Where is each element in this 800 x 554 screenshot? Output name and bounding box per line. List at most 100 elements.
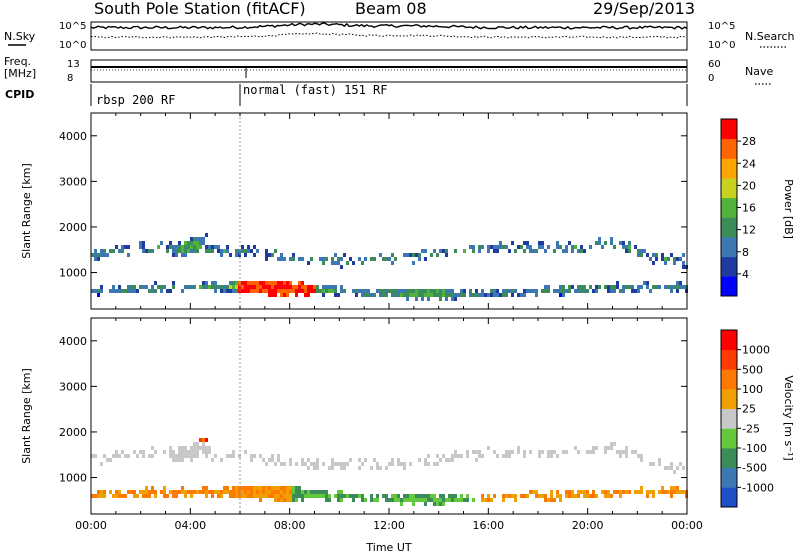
heatmap-cell xyxy=(562,285,565,289)
heatmap-cell xyxy=(133,490,136,494)
heatmap-cell xyxy=(499,241,502,245)
heatmap-cell xyxy=(223,490,226,494)
heatmap-cell xyxy=(670,486,673,490)
heatmap-cell xyxy=(163,486,166,490)
heatmap-cell xyxy=(343,289,346,293)
heatmap-cell xyxy=(403,293,406,297)
heatmap-cell xyxy=(505,293,508,297)
heatmap-cell xyxy=(220,494,223,498)
heatmap-cell xyxy=(640,285,643,289)
heatmap-cell xyxy=(421,289,424,293)
heatmap-cell xyxy=(550,454,553,458)
heatmap-cell xyxy=(199,438,202,442)
heatmap-cell xyxy=(268,490,271,494)
heatmap-cell xyxy=(268,253,271,257)
heatmap-cell xyxy=(397,293,400,297)
heatmap-cell xyxy=(424,289,427,293)
heatmap-cell xyxy=(604,446,607,450)
heatmap-cell xyxy=(97,293,100,297)
heatmap-cell xyxy=(658,458,661,462)
heatmap-cell xyxy=(532,490,535,494)
heatmap-cell xyxy=(187,241,190,245)
heatmap-cell xyxy=(271,293,274,297)
heatmap-cell xyxy=(277,281,280,285)
heatmap-cell xyxy=(424,498,427,502)
heatmap-cell xyxy=(223,249,226,253)
heatmap-cell xyxy=(229,281,232,285)
heatmap-cell xyxy=(418,494,421,498)
heatmap-cell xyxy=(220,458,223,462)
heatmap-cell xyxy=(340,285,343,289)
heatmap-cell xyxy=(340,494,343,498)
heatmap-cell xyxy=(556,289,559,293)
heatmap-cell xyxy=(505,454,508,458)
heatmap-cell xyxy=(184,285,187,289)
heatmap-cell xyxy=(397,462,400,466)
heatmap-cell xyxy=(559,498,562,502)
heatmap-cell xyxy=(391,261,394,265)
heatmap-cell xyxy=(313,289,316,293)
heatmap-cell xyxy=(592,490,595,494)
heatmap-cell xyxy=(568,490,571,494)
heatmap-cell xyxy=(97,490,100,494)
heatmap-cell xyxy=(202,285,205,289)
noise-tick-right-top: 10^5 xyxy=(708,21,735,32)
colorbar-tick-label: -100 xyxy=(742,442,767,455)
heatmap-cell xyxy=(304,462,307,466)
heatmap-cell xyxy=(289,257,292,261)
heatmap-cell xyxy=(445,293,448,297)
heatmap-cell xyxy=(94,257,97,261)
heatmap-cell xyxy=(619,494,622,498)
heatmap-cell xyxy=(502,454,505,458)
heatmap-cell xyxy=(475,458,478,462)
heatmap-cell xyxy=(259,289,262,293)
heatmap-cell xyxy=(250,289,253,293)
heatmap-cell xyxy=(319,257,322,261)
heatmap-cell xyxy=(559,494,562,498)
heatmap-cell xyxy=(307,289,310,293)
heatmap-cell xyxy=(304,293,307,297)
heatmap-cell xyxy=(145,490,148,494)
heatmap-cell xyxy=(454,494,457,498)
heatmap-cell xyxy=(157,285,160,289)
heatmap-cell xyxy=(142,241,145,245)
heatmap-cell xyxy=(253,490,256,494)
heatmap-cell xyxy=(370,498,373,502)
heatmap-cell xyxy=(580,289,583,293)
heatmap-cell xyxy=(673,261,676,265)
heatmap-cell xyxy=(235,285,238,289)
heatmap-cell xyxy=(673,257,676,261)
heatmap-cell xyxy=(316,490,319,494)
colorbar-tick-label: -25 xyxy=(742,422,760,435)
heatmap-cell xyxy=(418,293,421,297)
heatmap-cell xyxy=(562,450,565,454)
heatmap-cell xyxy=(541,450,544,454)
heatmap-cell xyxy=(568,285,571,289)
heatmap-cell xyxy=(226,245,229,249)
heatmap-cell xyxy=(139,245,142,249)
heatmap-cell xyxy=(109,249,112,253)
heatmap-cell xyxy=(244,289,247,293)
heatmap-cell xyxy=(91,253,94,257)
heatmap-cell xyxy=(253,285,256,289)
heatmap-cell xyxy=(325,257,328,261)
heatmap-cell xyxy=(385,494,388,498)
heatmap-cell xyxy=(430,253,433,257)
heatmap-cell xyxy=(553,289,556,293)
heatmap-cell xyxy=(241,281,244,285)
heatmap-cell xyxy=(625,249,628,253)
heatmap-cell xyxy=(514,494,517,498)
heatmap-cell xyxy=(142,490,145,494)
heatmap-cell xyxy=(562,289,565,293)
heatmap-cell xyxy=(601,245,604,249)
heatmap-cell xyxy=(538,454,541,458)
heatmap-cell xyxy=(256,249,259,253)
colorbar-swatch xyxy=(721,487,737,508)
heatmap-cell xyxy=(172,253,175,257)
heatmap-cell xyxy=(205,494,208,498)
heatmap-cell xyxy=(457,454,460,458)
heatmap-cell xyxy=(154,490,157,494)
heatmap-cell xyxy=(364,257,367,261)
heatmap-cell xyxy=(535,293,538,297)
heatmap-cell xyxy=(625,285,628,289)
